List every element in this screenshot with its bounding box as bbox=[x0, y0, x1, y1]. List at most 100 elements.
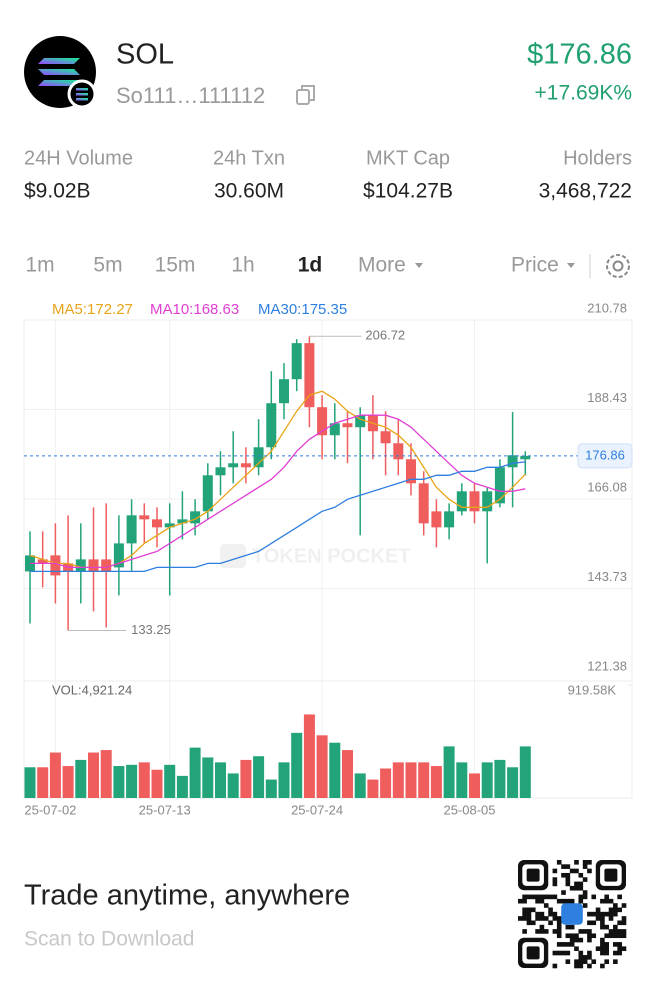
qr-module bbox=[578, 955, 584, 960]
qr-module bbox=[574, 959, 579, 964]
candle-body bbox=[380, 431, 391, 444]
qr-module bbox=[613, 933, 618, 939]
qr-module bbox=[539, 924, 545, 930]
volume-bar bbox=[126, 764, 138, 798]
qr-module bbox=[543, 916, 549, 921]
candle-body bbox=[355, 415, 366, 428]
volume-bar bbox=[354, 773, 366, 798]
qr-module bbox=[530, 920, 536, 926]
volume-bar bbox=[151, 769, 163, 798]
volume-bar bbox=[342, 750, 353, 798]
ma-line bbox=[30, 414, 526, 569]
dropdown-arrow bbox=[567, 263, 575, 268]
interval-tab[interactable]: 15m bbox=[155, 254, 196, 277]
copy-icon[interactable] bbox=[296, 85, 315, 105]
qr-module bbox=[556, 933, 562, 939]
settings-icon[interactable] bbox=[606, 254, 630, 278]
candle-body bbox=[164, 523, 175, 528]
candle-body bbox=[393, 443, 404, 460]
volume-tick-label: 919.58K bbox=[568, 682, 617, 697]
qr-module bbox=[621, 929, 627, 934]
candle-body bbox=[456, 491, 467, 512]
interval-tab[interactable]: 1h bbox=[231, 254, 254, 277]
qr-module bbox=[522, 929, 527, 934]
price: $176.86 bbox=[527, 39, 632, 71]
qr-module bbox=[582, 955, 588, 960]
ma-line bbox=[29, 390, 526, 569]
min-marker: 133.25 bbox=[131, 622, 171, 637]
qr-module bbox=[617, 942, 622, 947]
qr-module bbox=[608, 916, 614, 921]
qr-module bbox=[613, 950, 618, 956]
interval-tab[interactable]: 1m bbox=[25, 254, 54, 277]
interval-tab[interactable]: 5m bbox=[93, 254, 122, 277]
volume-bar bbox=[481, 762, 493, 798]
candle-body bbox=[215, 467, 226, 476]
qr-module bbox=[530, 894, 536, 900]
candle-body bbox=[113, 543, 124, 568]
qr-module bbox=[556, 929, 562, 934]
stat-value: $104.27B bbox=[363, 180, 453, 203]
qr-module bbox=[574, 946, 579, 952]
interval-tab[interactable]: 1d bbox=[298, 254, 323, 277]
qr-module bbox=[600, 937, 605, 943]
qr-module bbox=[617, 950, 622, 956]
qr-module bbox=[543, 903, 549, 908]
plot-border bbox=[23, 319, 633, 799]
candle-body bbox=[50, 555, 61, 576]
qr-module bbox=[574, 881, 579, 887]
qr-module bbox=[552, 916, 558, 921]
qr-module bbox=[565, 950, 571, 956]
qr-module bbox=[561, 942, 566, 947]
qr-module bbox=[582, 860, 588, 865]
volume-bar bbox=[430, 766, 442, 798]
qr-module bbox=[561, 950, 566, 956]
mode-tab[interactable]: Price bbox=[511, 254, 559, 277]
volume-label: VOL:4,921.24 bbox=[52, 682, 132, 697]
token-symbol: SOL bbox=[116, 39, 174, 71]
qr-module bbox=[582, 890, 588, 895]
qr-module bbox=[565, 877, 571, 882]
qr-module bbox=[522, 898, 527, 904]
qr-module bbox=[604, 946, 610, 952]
volume-bar bbox=[329, 742, 341, 798]
qr-module bbox=[600, 946, 605, 952]
qr-module bbox=[591, 894, 597, 900]
volume-bar bbox=[469, 773, 480, 798]
volume-bar bbox=[418, 762, 430, 798]
qr-module bbox=[613, 959, 618, 964]
volume-bar bbox=[100, 750, 112, 798]
qr-module bbox=[587, 929, 592, 934]
qr-module bbox=[556, 920, 562, 926]
volume-bar bbox=[113, 766, 125, 798]
qr-module bbox=[565, 924, 571, 930]
qr-module bbox=[591, 933, 597, 939]
qr-module bbox=[569, 868, 575, 874]
qr-module bbox=[535, 929, 540, 934]
qr-module bbox=[587, 920, 592, 926]
qr-module bbox=[535, 911, 540, 917]
token-logo bbox=[24, 36, 97, 109]
more-tab[interactable]: More bbox=[358, 254, 406, 277]
qr-module bbox=[539, 894, 545, 900]
volume-bar bbox=[494, 759, 506, 798]
qr-module bbox=[552, 963, 558, 969]
y-tick-label: 166.08 bbox=[587, 479, 627, 494]
qr-module bbox=[578, 929, 584, 934]
interval-tabs: 1m 5m 15m 1h 1d bbox=[25, 254, 322, 277]
qr-module bbox=[582, 877, 588, 882]
volume-bar bbox=[380, 768, 392, 798]
last-price-tag bbox=[577, 443, 633, 469]
qr-module bbox=[600, 916, 605, 921]
qr-module bbox=[621, 946, 627, 952]
qr-module bbox=[556, 898, 562, 904]
volume-bar bbox=[240, 759, 252, 798]
qr-module bbox=[522, 894, 527, 900]
qr-module bbox=[561, 872, 566, 878]
stat-value: 3,468,722 bbox=[539, 180, 632, 203]
qr-module bbox=[561, 890, 566, 895]
stats: 24H Volume $9.02B 24h Txn 30.60M MKT Cap $104… bbox=[24, 147, 632, 202]
qr-module bbox=[621, 903, 627, 908]
dropdown-arrow bbox=[415, 263, 423, 268]
qr-module bbox=[522, 911, 527, 917]
